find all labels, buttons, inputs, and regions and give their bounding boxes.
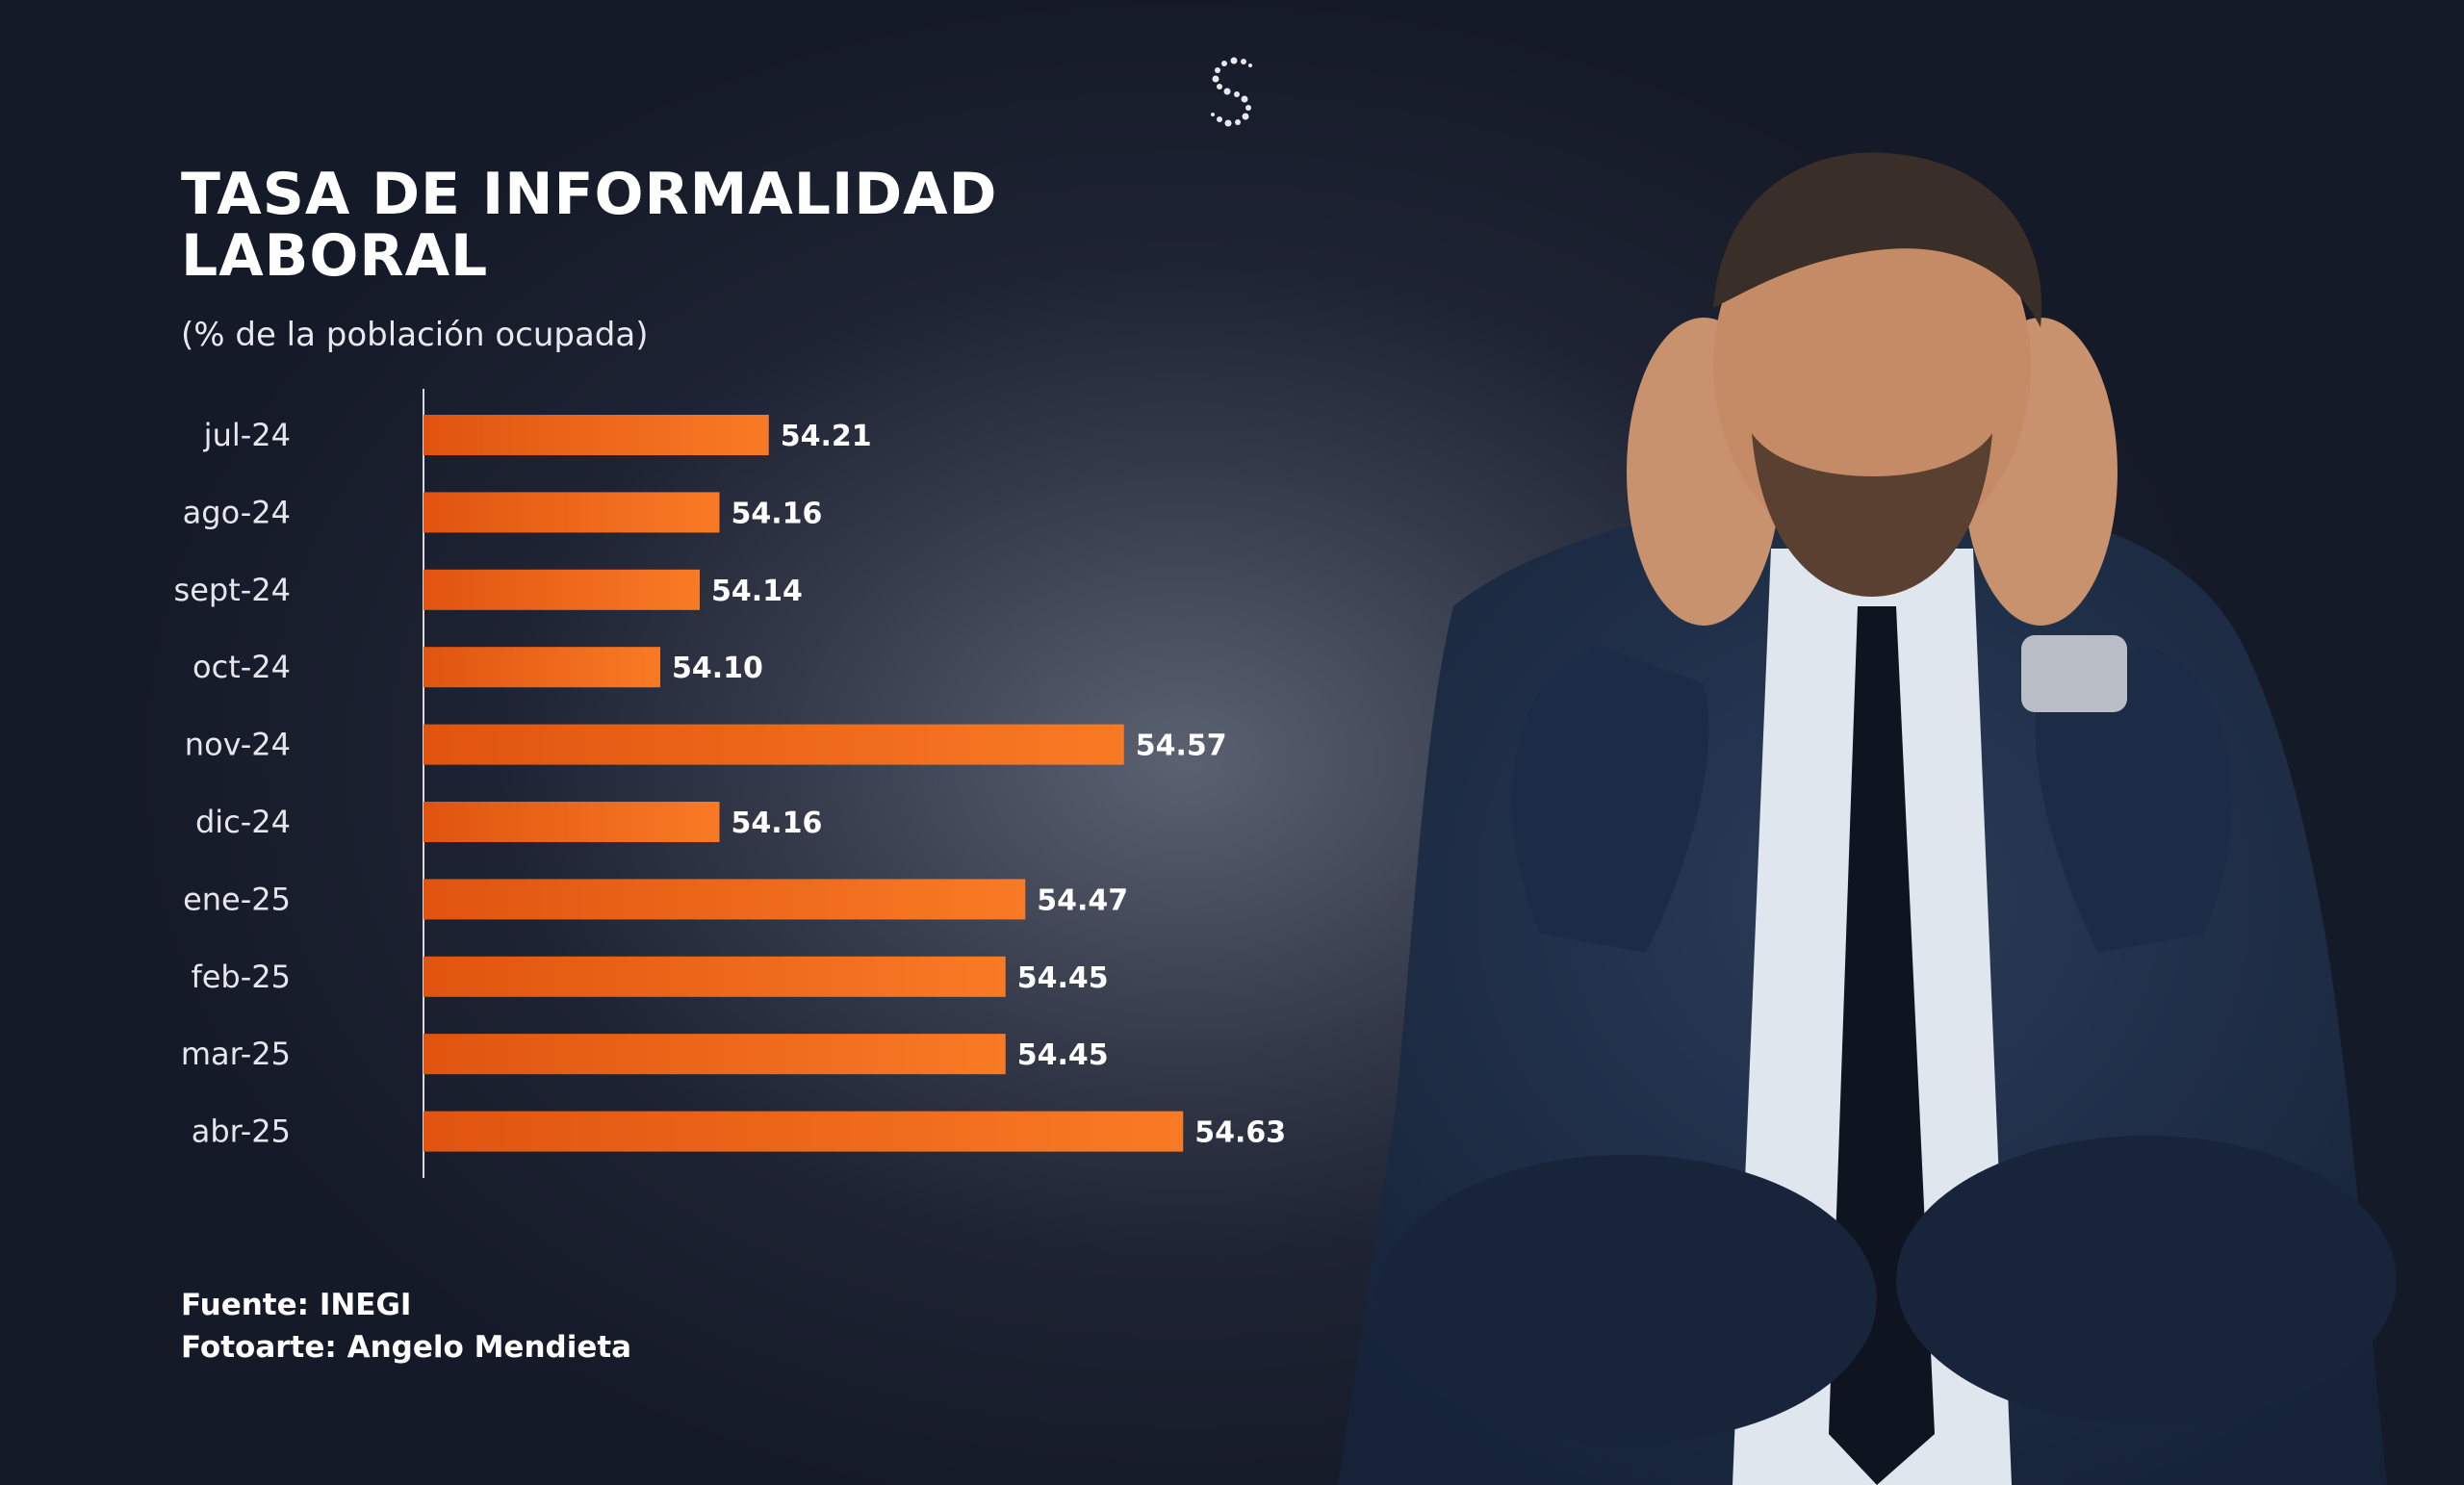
bar	[424, 492, 720, 533]
bar	[424, 1034, 1006, 1075]
category-label: abr-25	[192, 1114, 291, 1150]
source-note: Fuente: INEGI	[181, 1288, 412, 1322]
category-label: feb-25	[191, 959, 291, 995]
bar	[424, 879, 1026, 920]
category-label: ago-24	[183, 494, 291, 530]
bar	[424, 802, 720, 842]
bar	[424, 647, 660, 688]
category-label: jul-24	[203, 417, 291, 453]
value-label: 54.14	[711, 575, 803, 608]
category-label: oct-24	[192, 649, 291, 685]
chart-title-line-2: LABORAL	[181, 222, 489, 290]
bar	[424, 1111, 1184, 1152]
category-label: mar-25	[181, 1036, 291, 1072]
chart-footer: Fuente: INEGI Fotoarte: Angelo Mendieta	[181, 1284, 631, 1369]
photo-credit: Fotoarte: Angelo Mendieta	[181, 1330, 632, 1365]
category-label: sept-24	[174, 572, 291, 608]
category-label: dic-24	[195, 804, 291, 840]
value-label: 54.63	[1194, 1116, 1286, 1150]
chart-title-line-1: TASA DE INFORMALIDAD	[181, 161, 998, 228]
bar	[424, 956, 1006, 997]
bar	[424, 415, 769, 455]
value-label: 54.16	[732, 807, 823, 840]
value-label: 54.45	[1017, 1038, 1109, 1072]
value-label: 54.10	[672, 652, 763, 685]
chart-subtitle: (% de la población ocupada)	[181, 316, 649, 354]
value-label: 54.21	[781, 420, 872, 453]
s-dotted-logo-icon	[1211, 57, 1252, 127]
value-label: 54.16	[732, 497, 823, 530]
bar	[424, 569, 700, 610]
value-label: 54.57	[1136, 730, 1227, 763]
worried-businessman-photo	[1338, 152, 2397, 1485]
chart-title: TASA DE INFORMALIDAD LABORAL	[181, 164, 997, 287]
value-label: 54.47	[1037, 883, 1128, 917]
value-label: 54.45	[1017, 961, 1109, 995]
category-label: nov-24	[185, 727, 291, 763]
bar	[424, 724, 1124, 765]
category-label: ene-25	[183, 881, 291, 917]
